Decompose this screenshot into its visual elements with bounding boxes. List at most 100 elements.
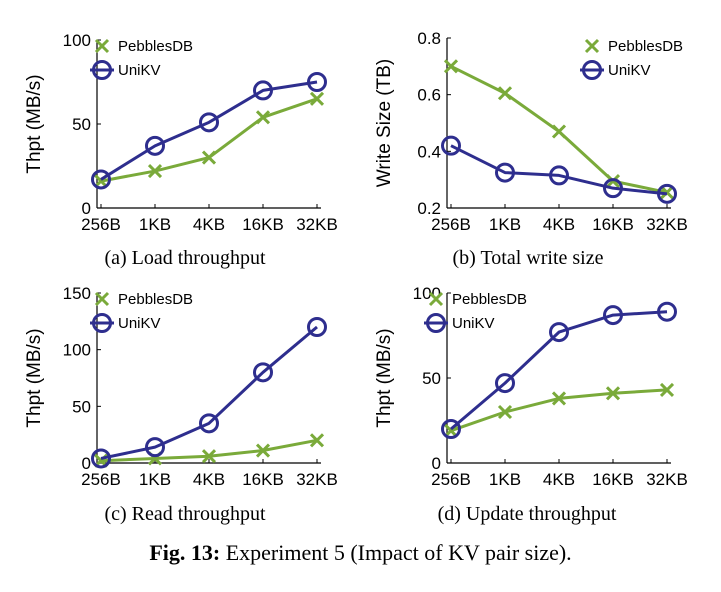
x-tick-label: 32KB: [296, 470, 338, 489]
y-tick-label: 50: [72, 397, 91, 416]
x-tick-label: 4KB: [193, 470, 225, 489]
y-axis-label: Thpt (MB/s): [24, 328, 45, 427]
data-point: [255, 443, 271, 458]
data-point: [549, 322, 569, 343]
data-point: [201, 449, 217, 464]
data-point: [199, 413, 219, 434]
data-point: [603, 178, 623, 199]
series-unikv: [91, 72, 327, 190]
x-tick-label: 256B: [431, 470, 471, 489]
y-tick-label: 0: [82, 454, 91, 473]
legend-label: PebblesDB: [118, 291, 193, 308]
x-tick-label: 1KB: [489, 215, 521, 234]
y-tick-label: 0.2: [417, 199, 441, 218]
data-point: [309, 433, 325, 448]
x-tick-label: 16KB: [592, 470, 634, 489]
figure-caption-label: Fig. 13:: [149, 540, 221, 565]
series-line: [450, 388, 668, 433]
data-point: [91, 448, 111, 469]
chart-panel-a: 0 50 100 256B 1KB 4KB 16KB 32KB Thpt (MB/s) Pebbl…: [24, 31, 338, 269]
series-line: [450, 64, 668, 194]
data-point: [551, 124, 567, 139]
panel-caption: (c) Read throughput: [104, 503, 266, 525]
x-tick-label: 16KB: [242, 470, 284, 489]
series-unikv: [91, 317, 327, 469]
legend: PebblesDB UniKV: [424, 291, 527, 333]
data-point: [307, 72, 327, 92]
data-point: [495, 162, 515, 183]
data-point: [307, 317, 327, 337]
x-tick-label: 16KB: [242, 215, 284, 234]
legend: PebblesDB UniKV: [580, 38, 683, 80]
data-point: [497, 86, 513, 101]
legend: PebblesDB UniKV: [90, 38, 193, 80]
data-point: [147, 163, 163, 179]
data-point: [309, 91, 325, 106]
y-tick-label: 100: [63, 341, 91, 360]
series-pebblesdb: [443, 59, 675, 200]
series-line: [100, 325, 318, 460]
legend-marker-pebblesdb: [428, 291, 444, 307]
panel-caption: (b) Total write size: [453, 247, 604, 269]
x-tick-label: 4KB: [543, 470, 575, 489]
data-point: [441, 135, 461, 156]
panel-caption: (d) Update throughput: [438, 503, 617, 525]
legend-label: UniKV: [452, 315, 495, 332]
series-line: [100, 97, 318, 183]
legend-marker-pebblesdb: [94, 291, 110, 307]
data-point: [199, 112, 219, 133]
data-point: [603, 305, 623, 326]
data-point: [441, 419, 461, 439]
legend-label: PebblesDB: [452, 291, 527, 308]
chart-panel-c: 0 50 100 150 256B 1KB 4KB 16KB 32KB Thpt (MB/s) Pe…: [24, 284, 338, 525]
data-point: [253, 80, 273, 101]
data-point: [253, 362, 273, 383]
data-point: [91, 169, 111, 190]
series-line: [100, 80, 318, 181]
y-axis-label: Thpt (MB/s): [24, 74, 45, 173]
series-line: [450, 310, 668, 431]
legend-label: PebblesDB: [118, 38, 193, 55]
data-point: [551, 391, 567, 406]
x-tick-label: 256B: [431, 215, 471, 234]
data-point: [659, 382, 675, 397]
x-tick-label: 32KB: [296, 215, 338, 234]
data-point: [657, 183, 677, 204]
data-point: [201, 150, 217, 165]
y-tick-label: 50: [72, 115, 91, 134]
x-tick-label: 256B: [81, 470, 121, 489]
series-pebblesdb: [443, 382, 675, 438]
data-point: [657, 301, 677, 322]
data-point: [495, 373, 515, 394]
y-tick-label: 0: [82, 199, 91, 218]
x-tick-label: 32KB: [646, 215, 688, 234]
x-tick-label: 4KB: [193, 215, 225, 234]
panel-caption: (a) Load throughput: [104, 247, 266, 269]
legend-marker-pebblesdb: [584, 38, 600, 54]
y-tick-label: 150: [63, 284, 91, 303]
legend-label: UniKV: [608, 62, 651, 79]
series-line: [450, 144, 668, 196]
series-unikv: [441, 301, 677, 439]
x-tick-label: 16KB: [592, 215, 634, 234]
figure-caption: Fig. 13: Experiment 5 (Impact of KV pair…: [0, 540, 721, 566]
data-point: [549, 165, 569, 186]
data-point: [497, 404, 513, 420]
y-axis-label: Write Size (TB): [374, 59, 395, 187]
y-tick-label: 50: [422, 369, 441, 388]
data-point: [443, 59, 459, 74]
legend-label: UniKV: [118, 315, 161, 332]
series-unikv: [441, 135, 677, 204]
legend-marker-pebblesdb: [94, 38, 110, 54]
data-point: [605, 386, 621, 401]
legend-label: UniKV: [118, 62, 161, 79]
y-tick-label: 0.6: [417, 86, 441, 105]
y-tick-label: 0.8: [417, 29, 441, 48]
figure-caption-text: Experiment 5 (Impact of KV pair size).: [225, 540, 572, 565]
data-point: [145, 437, 165, 458]
data-point: [145, 135, 165, 156]
legend: PebblesDB UniKV: [90, 291, 193, 333]
data-point: [255, 110, 271, 125]
